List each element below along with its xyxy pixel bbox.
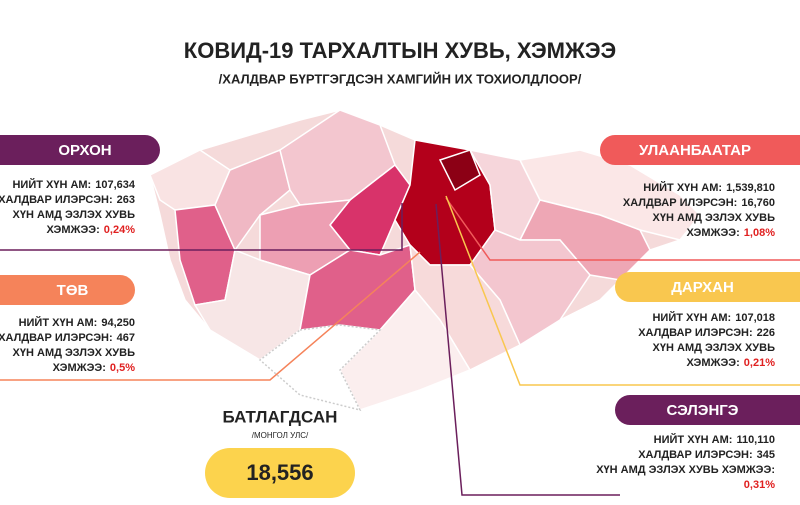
region-banner: [0, 135, 160, 165]
stat-label: ХҮН АМД ЭЗЛЭХ ХУВЬ: [653, 212, 776, 224]
stat-label: ХҮН АМД ЭЗЛЭХ ХУВЬ: [653, 342, 776, 354]
stat-label: НИЙТ ХҮН АМ:: [654, 433, 733, 446]
stat-value: 0,21%: [744, 357, 775, 369]
region-stat: 0,31%: [744, 479, 775, 491]
region-stat: ХҮН АМД ЭЗЛЭХ ХУВЬ: [653, 212, 776, 224]
region-name: ТӨВ: [57, 282, 89, 299]
region-stat: ХҮН АМД ЭЗЛЭХ ХУВЬ: [13, 347, 136, 359]
stat-label: ХЭМЖЭЭ:: [53, 362, 106, 374]
region-banner: [615, 272, 800, 302]
stat-value: 110,110: [736, 434, 775, 446]
stat-label: ХАЛДВАР ИЛЭРСЭН:: [0, 332, 113, 344]
region-stat: НИЙТ ХҮН АМ: 1,539,810: [643, 181, 775, 194]
stat-label: ХЭМЖЭЭ:: [686, 227, 739, 239]
region-stat: НИЙТ ХҮН АМ: 107,018: [652, 311, 775, 324]
stat-label: ХАЛДВАР ИЛЭРСЭН:: [638, 449, 752, 461]
region-stat: ХАЛДВАР ИЛЭРСЭН: 226: [638, 327, 775, 339]
region-name: СЭЛЭНГЭ: [667, 402, 739, 419]
stat-label: ХЭМЖЭЭ:: [686, 357, 739, 369]
stat-value: 107,018: [735, 312, 775, 324]
region-name: ОРХОН: [58, 142, 111, 159]
total-note: /МОНГОЛ УЛС/: [252, 431, 309, 440]
region-stat: ХҮН АМД ЭЗЛЭХ ХУВЬ ХЭМЖЭЭ:: [596, 464, 775, 476]
region-banner: [615, 395, 800, 425]
stat-value: 345: [757, 449, 775, 461]
stat-value: 263: [117, 194, 135, 206]
stat-value: 467: [117, 332, 135, 344]
region-stat: ХЭМЖЭЭ: 0,24%: [46, 224, 135, 236]
region-stat: ХҮН АМД ЭЗЛЭХ ХУВЬ: [13, 209, 136, 221]
stat-value: 226: [757, 327, 775, 339]
stat-value: 1,539,810: [726, 182, 775, 194]
region-stat: НИЙТ ХҮН АМ: 94,250: [19, 316, 135, 329]
stat-label: ХҮН АМД ЭЗЛЭХ ХУВЬ: [13, 209, 136, 221]
stat-value: 0,24%: [104, 224, 135, 236]
region-stat: ХАЛДВАР ИЛЭРСЭН: 345: [638, 449, 775, 461]
region-stat: ХЭМЖЭЭ: 1,08%: [686, 227, 775, 239]
region-stat: ХАЛДВАР ИЛЭРСЭН: 263: [0, 194, 135, 206]
stat-value: 94,250: [101, 317, 135, 329]
region-banner: [600, 135, 800, 165]
title: КОВИД-19 ТАРХАЛТЫН ХУВЬ, ХЭМЖЭЭ: [184, 38, 616, 63]
leader-lines: [0, 195, 800, 496]
stat-label: ХАЛДВАР ИЛЭРСЭН:: [623, 197, 737, 209]
stat-label: ХАЛДВАР ИЛЭРСЭН:: [638, 327, 752, 339]
total-box: [205, 448, 355, 498]
region-banner: [0, 275, 135, 305]
region-name: ДАРХАН: [671, 279, 734, 296]
stat-label: НИЙТ ХҮН АМ:: [19, 316, 98, 329]
region-stat: ХАЛДВАР ИЛЭРСЭН: 467: [0, 332, 135, 344]
region-stat: НИЙТ ХҮН АМ: 110,110: [654, 433, 775, 446]
region-name: УЛААНБААТАР: [639, 142, 751, 159]
total-value: 18,556: [246, 460, 313, 485]
region-stat: ХЭМЖЭЭ: 0,21%: [686, 357, 775, 369]
stat-label: ХҮН АМД ЭЗЛЭХ ХУВЬ ХЭМЖЭЭ:: [596, 464, 775, 476]
stat-label: ХЭМЖЭЭ:: [46, 224, 99, 236]
stat-value: 16,760: [741, 197, 775, 209]
map: [149, 109, 702, 412]
stat-label: ХАЛДВАР ИЛЭРСЭН:: [0, 194, 113, 206]
stat-value: 107,634: [95, 179, 136, 191]
stat-value: 1,08%: [744, 227, 775, 239]
region-stat: ХҮН АМД ЭЗЛЭХ ХУВЬ: [653, 342, 776, 354]
stat-value: 0,31%: [744, 479, 775, 491]
stat-value: 0,5%: [110, 362, 135, 374]
subtitle: /ХАЛДВАР БҮРТГЭГДСЭН ХАМГИЙН ИХ ТОХИОЛДЛ…: [219, 71, 582, 86]
region-stat: ХЭМЖЭЭ: 0,5%: [53, 362, 136, 374]
stat-label: НИЙТ ХҮН АМ:: [652, 311, 731, 324]
region-stat: НИЙТ ХҮН АМ: 107,634: [12, 178, 135, 191]
stat-label: НИЙТ ХҮН АМ:: [643, 181, 722, 194]
stat-label: ХҮН АМД ЭЗЛЭХ ХУВЬ: [13, 347, 136, 359]
region-stat: ХАЛДВАР ИЛЭРСЭН: 16,760: [623, 197, 775, 209]
total-label: БАТЛАГДСАН: [223, 407, 338, 426]
stat-label: НИЙТ ХҮН АМ:: [12, 178, 91, 191]
